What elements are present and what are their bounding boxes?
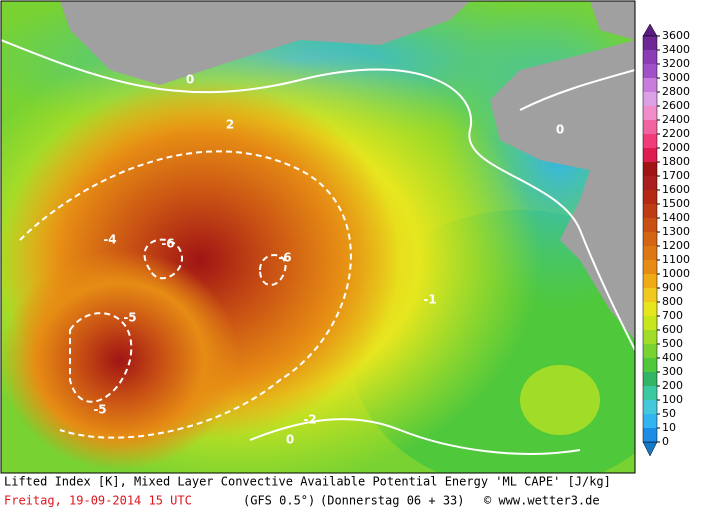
colorbar-label: 2800 [662, 85, 690, 98]
colorbar-band [643, 162, 657, 176]
colorbar-label: 1400 [662, 211, 690, 224]
colorbar-label: 1000 [662, 267, 690, 280]
contour-label: 0 [556, 123, 564, 137]
colorbar-label: 1700 [662, 169, 690, 182]
colorbar-band [643, 106, 657, 120]
colorbar-label: 1100 [662, 253, 690, 266]
contour-label: 0 [286, 433, 294, 447]
colorbar-band [643, 372, 657, 386]
colorbar-band [643, 232, 657, 246]
colorbar-band [643, 414, 657, 428]
colorbar-band [643, 274, 657, 288]
colorbar-frame [642, 35, 658, 443]
colorbar-band [643, 260, 657, 274]
colorbar-band [643, 386, 657, 400]
colorbar-label: 700 [662, 309, 683, 322]
colorbar-band [643, 134, 657, 148]
colorbar-band [643, 64, 657, 78]
colorbar-label: 1800 [662, 155, 690, 168]
colorbar-label: 2000 [662, 141, 690, 154]
colorbar-band [643, 120, 657, 134]
colorbar-band [643, 148, 657, 162]
colorbar-band [643, 36, 657, 50]
map-field [1, 1, 635, 473]
colorbar-low-arrow [642, 441, 658, 457]
credit: © www.wetter3.de [484, 494, 600, 508]
colorbar-label: 2600 [662, 99, 690, 112]
colorbar-band [643, 344, 657, 358]
colorbar-label: 500 [662, 337, 683, 350]
colorbar-label: 200 [662, 379, 683, 392]
contour-label: -4 [103, 233, 116, 247]
colorbar-band [643, 316, 657, 330]
colorbar-label: 400 [662, 351, 683, 364]
colorbar-label: 1300 [662, 225, 690, 238]
colorbar-band [643, 190, 657, 204]
colorbar-label: 3200 [662, 57, 690, 70]
colorbar-band [643, 246, 657, 260]
contour-label: 0 [186, 73, 194, 87]
date: Freitag, 19-09-2014 15 UTC [4, 494, 192, 508]
contour-label: 2 [226, 118, 234, 132]
colorbar-label: 300 [662, 365, 683, 378]
colorbar-band [643, 78, 657, 92]
colorbar-label: 1500 [662, 197, 690, 210]
colorbar-label: 100 [662, 393, 683, 406]
contour-label: -6 [161, 237, 174, 251]
colorbar-label: 0 [662, 435, 669, 448]
colorbar-band [643, 302, 657, 316]
map-frame [0, 0, 636, 474]
colorbar-band [643, 176, 657, 190]
colorbar-label: 3000 [662, 71, 690, 84]
colorbar-band [643, 428, 657, 442]
colorbar-high-arrow [642, 23, 658, 37]
contour-label: -5 [93, 403, 106, 417]
colorbar-label: 2400 [662, 113, 690, 126]
colorbar-label: 10 [662, 421, 676, 434]
colorbar-label: 600 [662, 323, 683, 336]
colorbar-label: 3400 [662, 43, 690, 56]
model: (GFS 0.5°) [243, 494, 315, 508]
contour-label: -2 [303, 413, 316, 427]
colorbar-label: 1200 [662, 239, 690, 252]
colorbar-label: 900 [662, 281, 683, 294]
colorbar-label: 3600 [662, 29, 690, 42]
colorbar-band [643, 400, 657, 414]
contour-label: -5 [123, 311, 136, 325]
colorbar-band [643, 288, 657, 302]
contour-label: -1 [423, 293, 436, 307]
colorbar-band [643, 50, 657, 64]
colorbar-label: 50 [662, 407, 676, 420]
colorbar-band [643, 92, 657, 106]
colorbar-label: 1600 [662, 183, 690, 196]
colorbar-band [643, 218, 657, 232]
colorbar-band [643, 358, 657, 372]
caption: Lifted Index [K], Mixed Layer Convective… [4, 475, 611, 489]
run: (Donnerstag 06 + 33) [320, 494, 465, 508]
colorbar-label: 2200 [662, 127, 690, 140]
colorbar-band [643, 204, 657, 218]
contour-label: -6 [278, 251, 291, 265]
colorbar-label: 800 [662, 295, 683, 308]
colorbar-band [643, 330, 657, 344]
